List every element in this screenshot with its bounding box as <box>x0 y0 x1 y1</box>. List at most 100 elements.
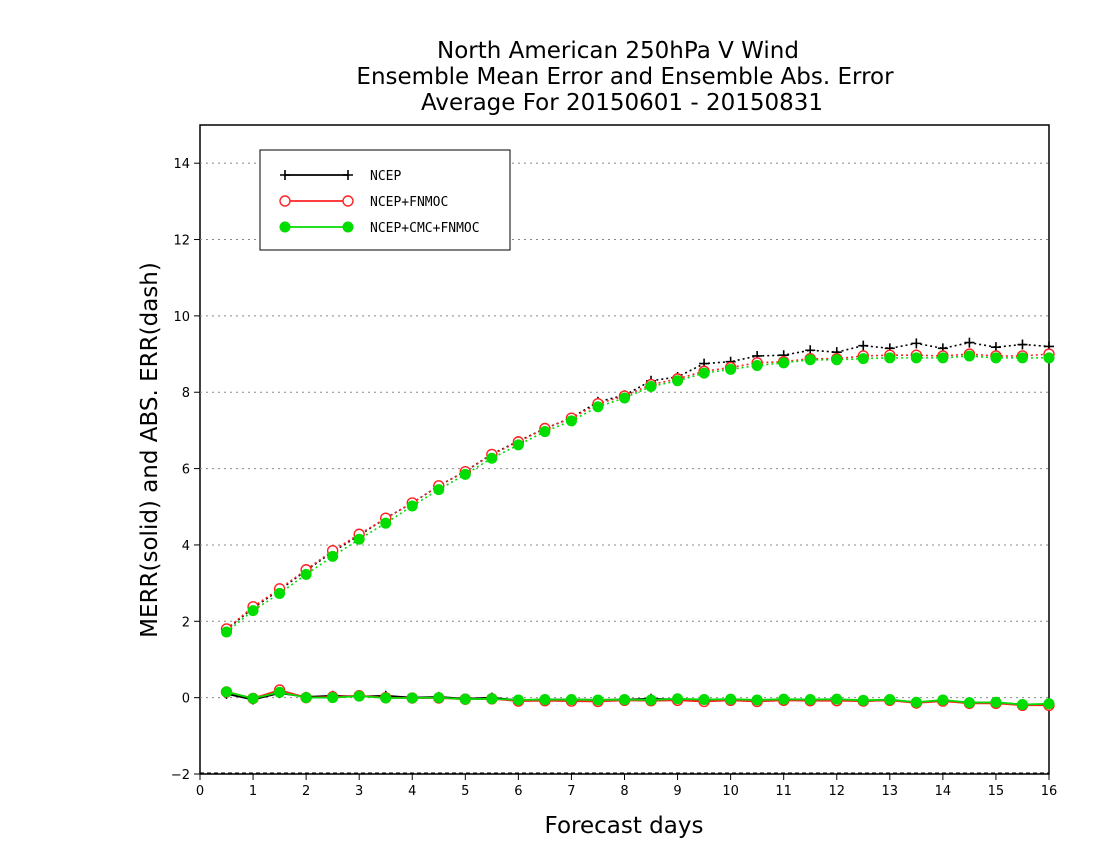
mean-error-point <box>804 694 816 706</box>
abs-error-point <box>1016 352 1028 364</box>
legend-marker-end <box>343 170 353 180</box>
y-tick-label: 14 <box>173 157 190 172</box>
x-tick-label: 4 <box>408 784 416 799</box>
grid-lines <box>200 162 1049 774</box>
legend-box <box>259 149 511 251</box>
abs-error-line <box>226 355 1049 633</box>
chart-title: North American 250hPa V Wind Ensemble Me… <box>356 38 894 116</box>
series-ncep <box>221 337 1054 711</box>
x-tick-label: 5 <box>461 784 469 799</box>
abs-error-point <box>433 484 445 496</box>
mean-error-point <box>831 693 843 705</box>
legend-marker-start <box>279 195 291 207</box>
abs-error-point <box>964 337 975 348</box>
x-axis: 0 1 2 3 4 5 6 7 8 9 10 11 12 13 14 15 16 <box>196 774 1057 799</box>
y-tick-label: 10 <box>173 310 190 325</box>
y-tick-label: 6 <box>182 463 190 478</box>
mean-error-point <box>990 696 1002 708</box>
mean-error-point <box>486 693 498 705</box>
mean-error-point <box>327 692 339 704</box>
legend-entry: NCEP+CMC+FNMOC <box>279 221 480 236</box>
x-tick-label: 12 <box>828 784 845 799</box>
abs-error-point <box>910 352 922 364</box>
abs-error-point <box>353 533 365 545</box>
mean-error-point <box>672 693 684 705</box>
abs-error-point <box>459 468 471 480</box>
legend-marker-start <box>279 221 291 233</box>
abs-error-point <box>672 375 684 387</box>
abs-error-point <box>698 367 710 379</box>
abs-error-point <box>857 353 869 365</box>
x-tick-label: 6 <box>514 784 522 799</box>
abs-error-point <box>592 401 604 413</box>
mean-error-point <box>1016 699 1028 711</box>
mean-error-point <box>751 694 763 706</box>
mean-error-point <box>1043 698 1055 710</box>
abs-error-point <box>619 392 630 404</box>
mean-error-point <box>459 693 471 705</box>
abs-error-point <box>645 381 657 393</box>
mean-error-point <box>778 693 790 705</box>
mean-error-point <box>274 686 286 698</box>
x-tick-label: 8 <box>620 784 628 799</box>
x-tick-label: 0 <box>196 784 204 799</box>
abs-error-point <box>406 500 418 512</box>
series-layer <box>220 337 1055 711</box>
mean-error-point <box>433 692 445 704</box>
abs-error-point <box>565 415 577 427</box>
mean-error-point <box>221 686 233 698</box>
mean-error-point <box>353 690 365 702</box>
x-axis-label: Forecast days <box>545 813 704 839</box>
abs-error-point <box>221 626 233 638</box>
abs-error-point <box>963 350 975 362</box>
abs-error-point <box>274 587 286 599</box>
x-tick-label: 2 <box>302 784 310 799</box>
x-tick-label: 16 <box>1041 784 1058 799</box>
abs-error-point <box>539 426 551 438</box>
y-tick-label: 8 <box>182 386 190 401</box>
mean-error-point <box>725 693 737 705</box>
mean-error-point <box>592 694 604 706</box>
y-axis: −2 0 2 4 6 8 10 12 14 <box>171 157 200 783</box>
x-tick-label: 15 <box>988 784 1005 799</box>
mean-error-point <box>645 694 657 706</box>
series-ncep-cmc-fnmoc <box>221 350 1055 711</box>
abs-error-point <box>804 354 816 366</box>
abs-error-point <box>884 352 896 364</box>
abs-error-point <box>858 340 869 351</box>
abs-error-point <box>725 363 737 375</box>
legend-label: NCEP <box>370 169 401 184</box>
x-tick-label: 13 <box>882 784 899 799</box>
y-tick-label: 4 <box>182 539 190 554</box>
legend-marker-start <box>280 170 290 180</box>
legend-marker-end <box>342 195 354 207</box>
mean-error-point <box>698 694 710 706</box>
legend-entry: NCEP+FNMOC <box>279 195 448 210</box>
mean-error-point <box>963 697 975 709</box>
y-tick-label: −2 <box>171 768 190 783</box>
mean-error-point <box>937 694 949 706</box>
abs-error-point <box>327 550 339 562</box>
mean-error-point <box>539 694 551 706</box>
legend-label: NCEP+FNMOC <box>370 195 448 210</box>
x-tick-label: 3 <box>355 784 363 799</box>
mean-error-point <box>884 694 896 706</box>
legend-entry: NCEP <box>280 169 401 184</box>
abs-error-point <box>247 605 259 617</box>
legend-marker-end <box>342 221 354 233</box>
mean-error-point <box>619 694 630 706</box>
mean-error-point <box>406 692 418 704</box>
mean-error-line <box>226 689 1049 707</box>
mean-error-point <box>910 696 922 708</box>
abs-error-point <box>1043 352 1055 364</box>
mean-error-point <box>512 694 524 706</box>
x-tick-label: 10 <box>722 784 739 799</box>
y-tick-label: 2 <box>182 615 190 630</box>
abs-error-line <box>226 341 1050 631</box>
abs-error-point <box>1017 339 1028 350</box>
title-line-1: North American 250hPa V Wind <box>437 38 799 64</box>
x-tick-label: 1 <box>249 784 257 799</box>
abs-error-point <box>751 360 763 372</box>
x-tick-label: 7 <box>567 784 575 799</box>
